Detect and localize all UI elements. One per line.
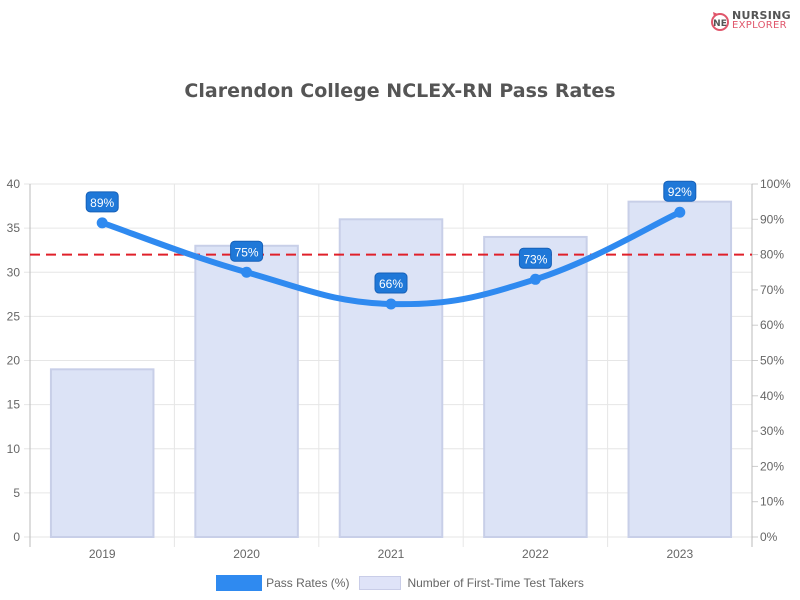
right-axis-tick: 90% [760, 212, 784, 226]
nursing-explorer-logo-icon: NE [711, 12, 729, 31]
chart-title: Clarendon College NCLEX-RN Pass Rates [184, 80, 616, 102]
nursing-explorer-logo: NE NURSING EXPLORER [710, 8, 794, 34]
pass-rate-label-badge [663, 180, 697, 202]
pass-rate-label: 73% [523, 252, 547, 266]
left-axis-tick: 0 [13, 530, 20, 544]
x-axis-label: 2022 [522, 547, 549, 561]
bar-test-takers [627, 200, 733, 538]
pass-rate-label-badge [230, 240, 264, 262]
legend-swatch-test-takers[interactable] [359, 576, 402, 590]
right-axis-tick: 10% [760, 495, 784, 509]
right-axis-tick: 30% [760, 424, 784, 438]
pass-rate-label: 66% [379, 277, 403, 291]
pass-rate-point [241, 266, 253, 278]
left-axis-tick: 30 [7, 265, 21, 279]
logo-text-explorer: EXPLORER [732, 20, 787, 31]
left-axis-tick: 35 [7, 221, 21, 235]
right-axis-tick: 80% [760, 248, 784, 262]
pass-rate-label-badge [374, 272, 408, 294]
left-axis-tick: 15 [7, 398, 21, 412]
left-axis-tick: 40 [7, 177, 21, 191]
legend-swatch-pass-rates[interactable] [216, 575, 263, 591]
right-axis-tick: 0% [760, 530, 778, 544]
pass-rate-label-badge [85, 191, 119, 213]
right-axis-tick: 20% [760, 459, 784, 473]
right-axis-tick: 40% [760, 389, 784, 403]
pass-rate-label: 89% [90, 196, 114, 210]
right-axis-tick: 70% [760, 283, 784, 297]
pass-rate-label: 92% [668, 185, 692, 199]
pass-rate-point [529, 273, 541, 285]
chart-legend: Pass Rates (%) Number of First-Time Test… [0, 575, 800, 591]
pass-rate-point [385, 298, 397, 310]
svg-text:NE: NE [713, 19, 727, 29]
pass-rate-point [96, 217, 108, 229]
x-axis-label: 2020 [233, 547, 260, 561]
left-axis-tick: 10 [7, 442, 21, 456]
pass-rate-point [674, 206, 686, 218]
right-axis-tick: 50% [760, 354, 784, 368]
right-axis-tick: 100% [760, 177, 791, 191]
pass-rate-label: 75% [235, 245, 259, 259]
logo-text-nursing: NURSING [732, 9, 791, 22]
x-axis-label: 2023 [666, 547, 693, 561]
bar-test-takers [338, 218, 444, 539]
left-axis-tick: 20 [7, 354, 21, 368]
x-axis-label: 2019 [89, 547, 116, 561]
bar-test-takers [49, 368, 155, 539]
left-axis-tick: 25 [7, 309, 21, 323]
right-axis-tick: 60% [760, 318, 784, 332]
left-axis-tick: 5 [13, 486, 20, 500]
legend-label-pass-rates[interactable]: Pass Rates (%) [266, 576, 350, 590]
pass-rate-label-badge [518, 247, 552, 269]
legend-label-test-takers[interactable]: Number of First-Time Test Takers [407, 576, 584, 590]
x-axis-label: 2021 [378, 547, 405, 561]
bar-test-takers [194, 244, 299, 538]
